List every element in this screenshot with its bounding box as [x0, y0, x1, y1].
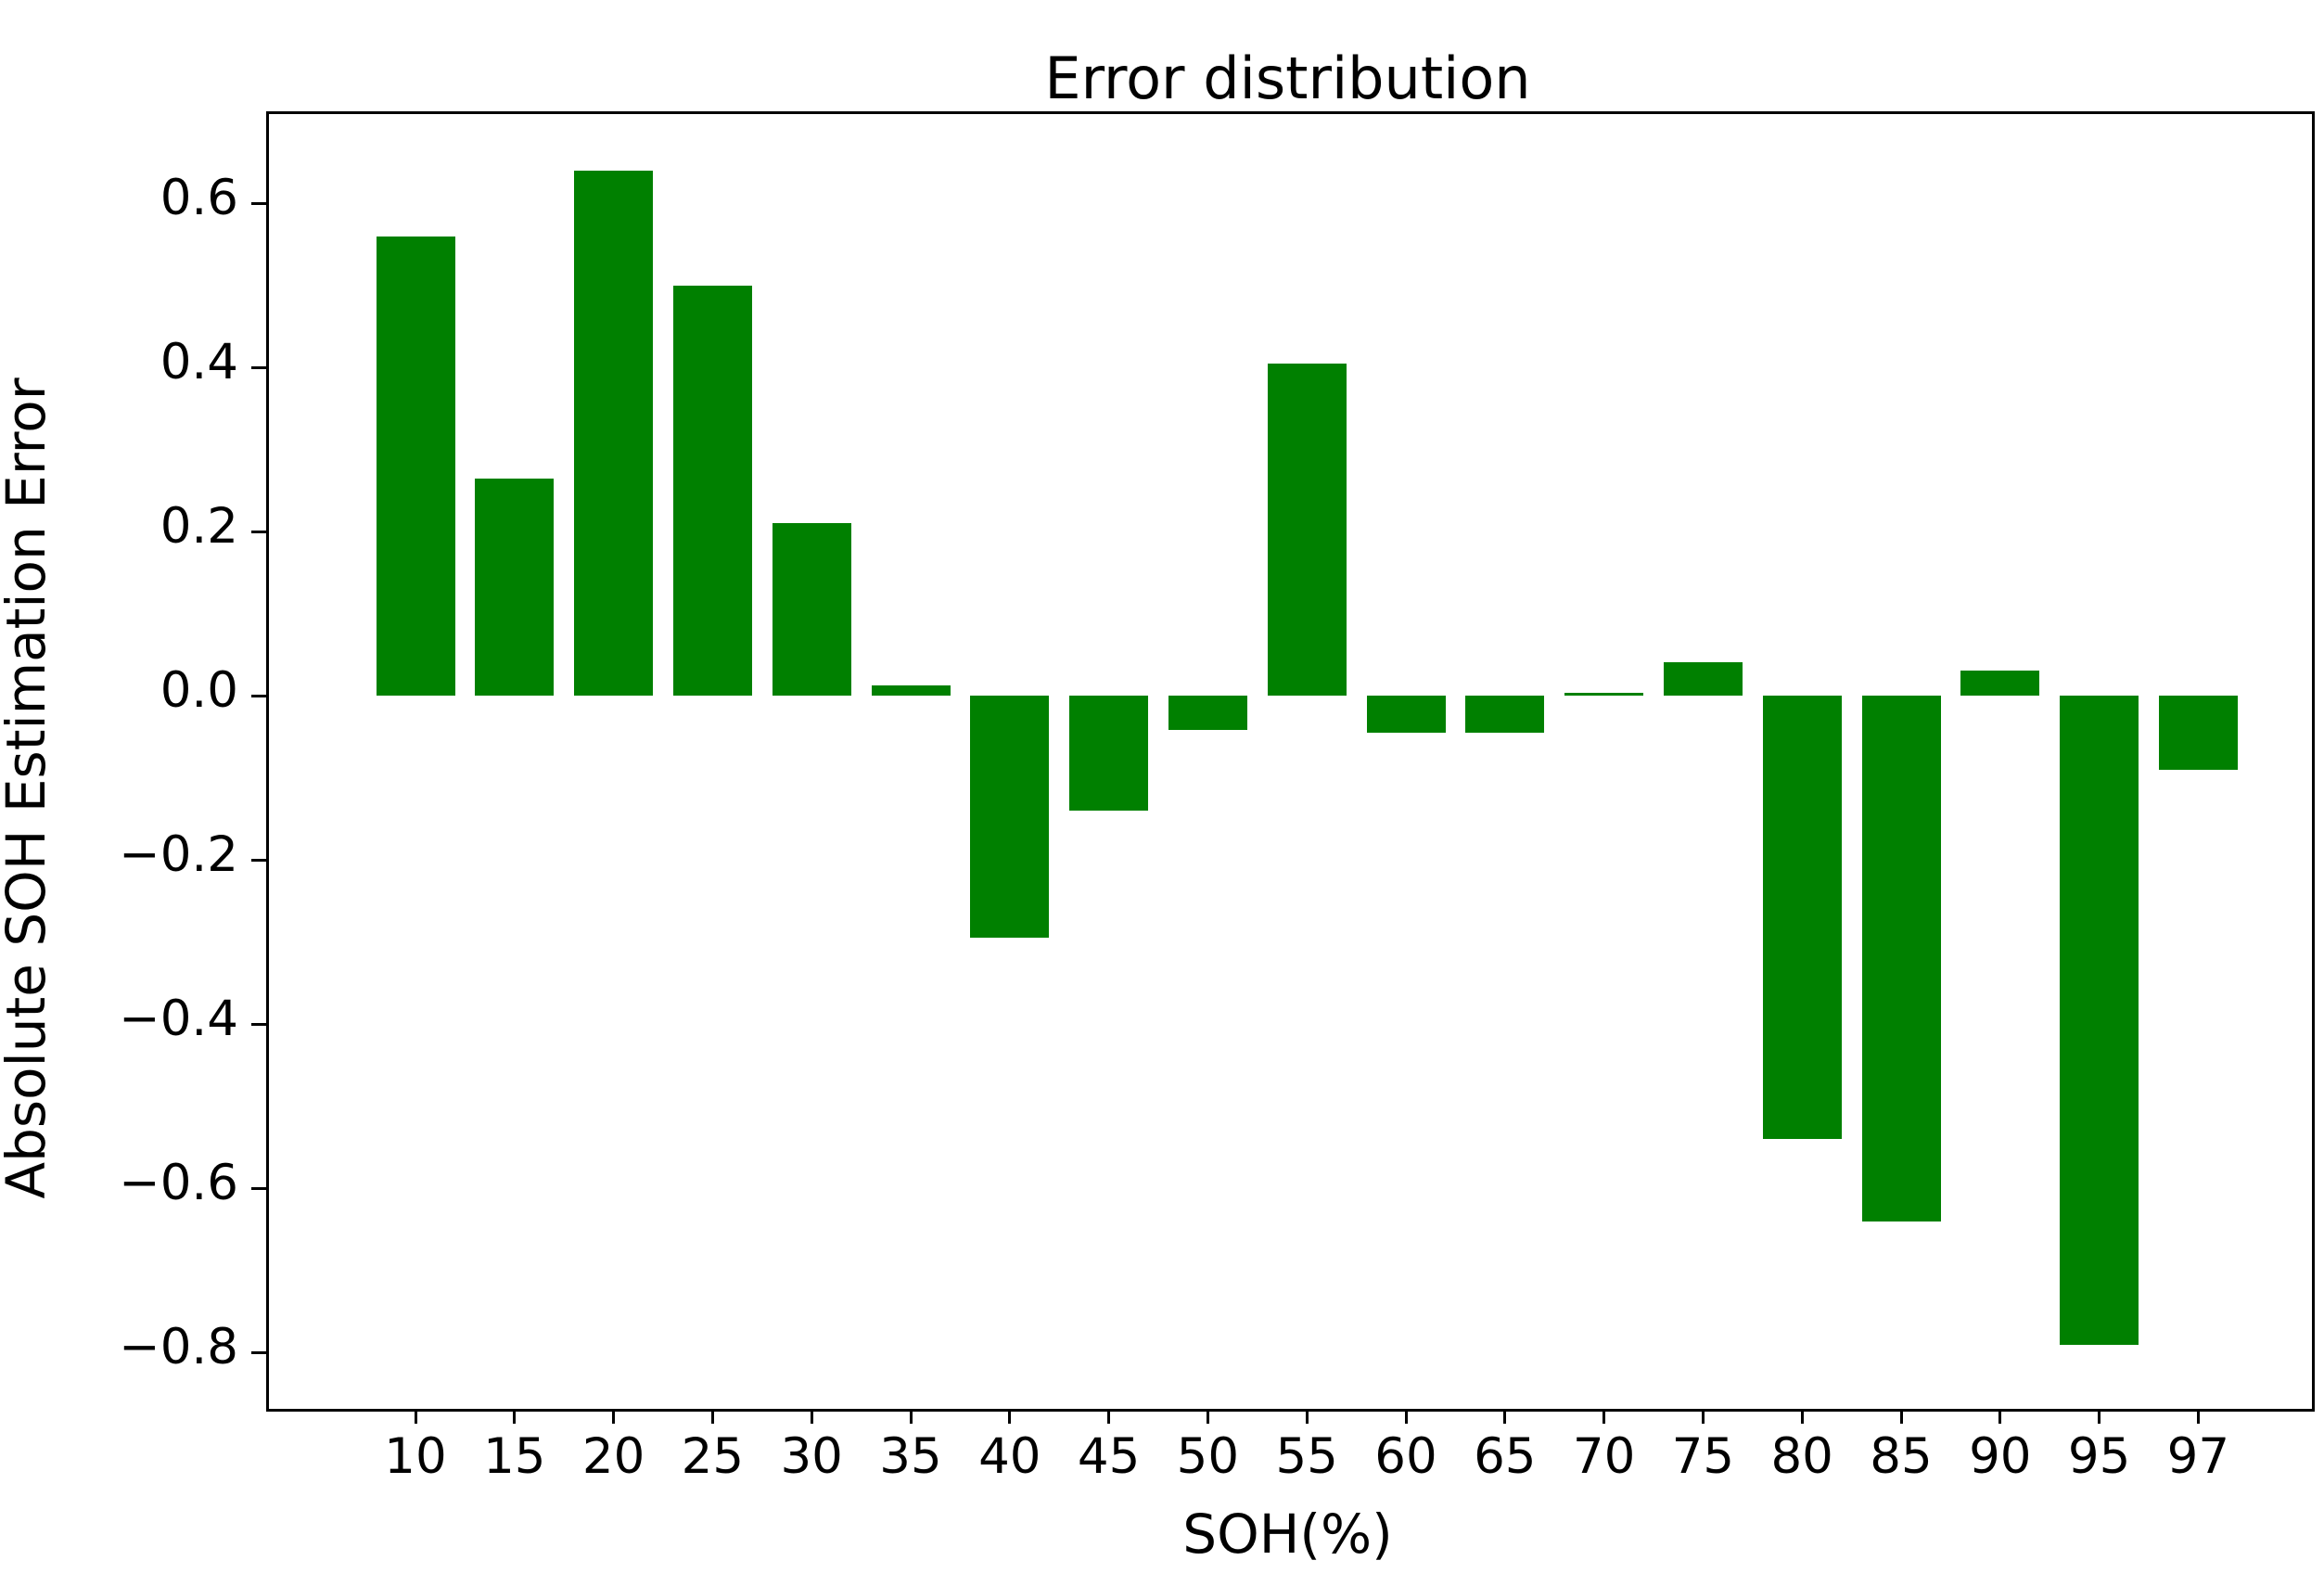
y-tick-label: 0.4: [160, 334, 238, 391]
bar-soh-75: [1663, 661, 1743, 697]
y-tick-label: −0.2: [119, 826, 238, 884]
y-tick-mark: [251, 694, 266, 697]
x-tick-mark: [1800, 1409, 1804, 1424]
bar-soh-20: [574, 170, 654, 697]
y-tick-mark: [251, 1350, 266, 1354]
y-tick-label: −0.8: [119, 1319, 238, 1376]
y-tick-label: 0.0: [160, 662, 238, 720]
x-tick-label: 95: [2067, 1428, 2131, 1485]
x-axis-label: SOH(%): [1182, 1503, 1393, 1566]
x-tick-mark: [1206, 1409, 1209, 1424]
y-tick-label: 0.6: [160, 170, 238, 227]
x-tick-mark: [1404, 1409, 1408, 1424]
x-tick-label: 60: [1374, 1428, 1437, 1485]
bar-soh-40: [970, 696, 1050, 939]
bar-soh-30: [772, 523, 851, 697]
x-tick-label: 45: [1077, 1428, 1141, 1485]
x-tick-mark: [2098, 1409, 2101, 1424]
x-tick-label: 85: [1870, 1428, 1933, 1485]
x-tick-label: 20: [581, 1428, 645, 1485]
bar-soh-10: [376, 236, 455, 697]
x-tick-label: 50: [1176, 1428, 1240, 1485]
bar-soh-90: [1960, 670, 2040, 697]
y-tick-label: 0.2: [160, 498, 238, 556]
x-tick-mark: [1701, 1409, 1705, 1424]
x-tick-mark: [2196, 1409, 2200, 1424]
x-tick-label: 75: [1671, 1428, 1735, 1485]
x-tick-mark: [612, 1409, 616, 1424]
bar-soh-60: [1366, 696, 1446, 734]
x-tick-label: 70: [1572, 1428, 1636, 1485]
x-tick-label: 80: [1770, 1428, 1833, 1485]
x-tick-label: 40: [978, 1428, 1041, 1485]
x-tick-mark: [1998, 1409, 2002, 1424]
x-tick-mark: [1008, 1409, 1012, 1424]
y-tick-mark: [251, 1022, 266, 1026]
x-tick-mark: [414, 1409, 417, 1424]
x-tick-mark: [810, 1409, 813, 1424]
x-tick-label: 15: [483, 1428, 546, 1485]
bar-soh-97: [2158, 696, 2238, 770]
x-tick-mark: [513, 1409, 517, 1424]
bar-soh-80: [1762, 696, 1842, 1140]
y-tick-mark: [251, 858, 266, 862]
bar-soh-35: [871, 684, 951, 697]
bar-soh-95: [2060, 696, 2139, 1345]
x-tick-label: 35: [879, 1428, 942, 1485]
chart-title: Error distribution: [1044, 45, 1531, 112]
x-tick-label: 55: [1275, 1428, 1338, 1485]
bar-soh-70: [1564, 692, 1644, 697]
x-tick-label: 90: [1969, 1428, 2032, 1485]
x-tick-mark: [909, 1409, 913, 1424]
bar-soh-45: [1069, 696, 1149, 812]
bar-soh-85: [1861, 696, 1941, 1221]
bar-soh-50: [1168, 696, 1247, 731]
y-tick-mark: [251, 201, 266, 205]
y-tick-mark: [251, 1186, 266, 1190]
x-tick-mark: [710, 1409, 714, 1424]
x-tick-label: 97: [2166, 1428, 2230, 1485]
y-tick-mark: [251, 530, 266, 533]
x-tick-label: 65: [1474, 1428, 1537, 1485]
x-tick-label: 25: [681, 1428, 745, 1485]
bar-soh-65: [1465, 696, 1545, 734]
x-tick-mark: [1305, 1409, 1309, 1424]
x-tick-label: 10: [384, 1428, 447, 1485]
x-tick-mark: [1603, 1409, 1606, 1424]
x-tick-mark: [1899, 1409, 1903, 1424]
y-tick-label: −0.6: [119, 1155, 238, 1212]
bar-soh-25: [672, 285, 752, 697]
bar-soh-15: [475, 478, 555, 697]
x-tick-mark: [1107, 1409, 1111, 1424]
bar-soh-55: [1267, 363, 1347, 697]
x-tick-mark: [1503, 1409, 1507, 1424]
x-tick-label: 30: [780, 1428, 843, 1485]
y-tick-label: −0.4: [119, 991, 238, 1048]
y-tick-mark: [251, 365, 266, 369]
